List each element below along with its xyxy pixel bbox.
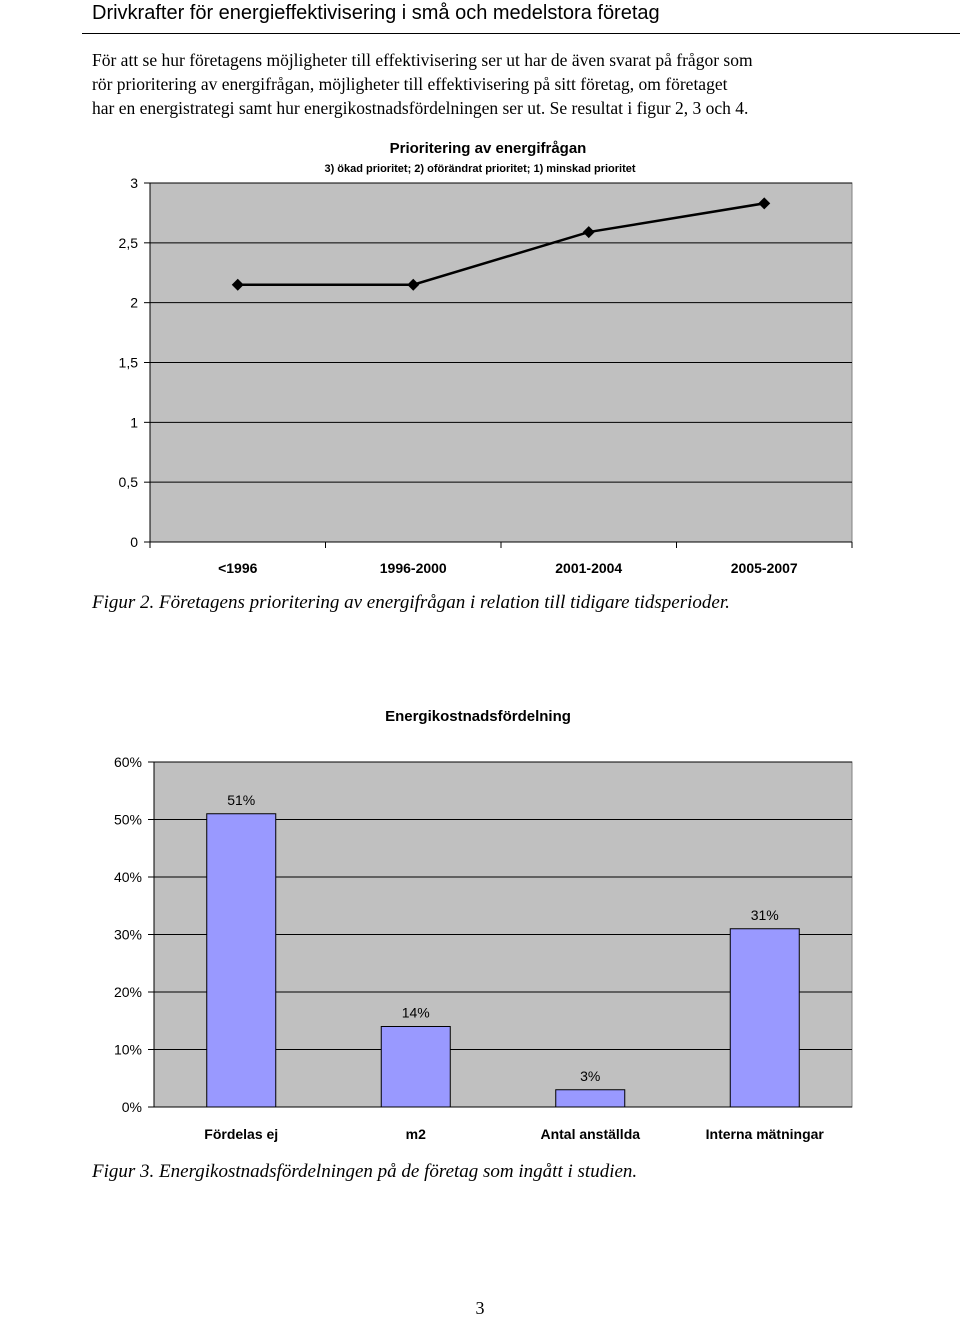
figure-3-caption: Figur 3. Energikostnadsfördelningen på d…	[92, 1161, 638, 1182]
bar	[206, 813, 277, 1108]
figure-2-caption: Figur 2. Företagens prioritering av ener…	[92, 592, 730, 613]
chart-subtitle: 3) ökad prioritet; 2) oförändrat priorit…	[324, 163, 635, 175]
y-tick-label: 50%	[114, 812, 142, 828]
y-tick-label: 2	[130, 295, 138, 311]
y-tick-label: 30%	[114, 927, 142, 943]
y-tick-label: 10%	[114, 1042, 142, 1058]
x-tick-label: 2001-2004	[555, 560, 622, 576]
x-tick-label: 2005-2007	[731, 560, 798, 576]
chart-title: Prioritering av energifrågan	[390, 140, 587, 157]
data-label: 31%	[751, 907, 779, 923]
x-tick-label: m2	[406, 1126, 426, 1142]
y-tick-label: 1	[130, 414, 138, 430]
x-tick-label: Fördelas ej	[204, 1126, 278, 1142]
data-point	[582, 226, 595, 239]
header-rule	[82, 33, 960, 34]
y-tick-label: 40%	[114, 869, 142, 885]
chart-title: Energikostnadsfördelning	[385, 708, 571, 725]
plot-area: 0 0,5 1 1,5 2 2,5 3 <1996 1996-2000 2001-2004 2005…	[119, 175, 853, 576]
bar	[380, 1026, 451, 1108]
intro-line: rör prioritering av energifrågan, möjlig…	[92, 74, 728, 94]
y-tick-label: 0,5	[119, 474, 139, 490]
y-tick-label: 3	[130, 175, 138, 191]
data-point	[758, 197, 771, 210]
y-tick-label: 60%	[114, 754, 142, 770]
x-tick-label: <1996	[218, 560, 258, 576]
data-label: 51%	[227, 792, 255, 808]
y-tick-label: 20%	[114, 984, 142, 1000]
data-point	[231, 278, 244, 291]
page-number: 3	[475, 1298, 485, 1318]
y-tick-label: 0%	[122, 1099, 142, 1115]
x-tick-label: 1996-2000	[380, 560, 447, 576]
running-header: Drivkrafter för energieffektivisering i …	[92, 2, 660, 24]
figure-2-line-chart: Prioritering av energifrågan 3) ökad pri…	[119, 140, 853, 576]
y-tick-label: 0	[130, 534, 138, 550]
intro-line: För att se hur företagens möjligheter ti…	[92, 50, 753, 70]
intro-paragraph: För att se hur företagens möjligheter ti…	[92, 48, 872, 120]
data-label: 14%	[402, 1005, 430, 1021]
data-point	[407, 278, 420, 291]
x-tick-label: Interna mätningar	[706, 1126, 825, 1142]
y-tick-label: 1,5	[119, 355, 139, 371]
series-line	[237, 202, 765, 286]
bar	[555, 1089, 626, 1108]
y-tick-label: 2,5	[119, 235, 139, 251]
intro-line: har en energistrategi samt hur energikos…	[92, 98, 749, 118]
plot-area: 0% 10% 20% 30% 40% 50% 60% 51% Fördelas ej 14% m2 3…	[114, 754, 853, 1142]
data-label: 3%	[580, 1068, 600, 1084]
bar	[729, 928, 800, 1108]
figure-3-bar-chart: Energikostnadsfördelning 0% 10% 20% 30% 40% 5…	[114, 708, 853, 1142]
x-tick-label: Antal anställda	[540, 1126, 640, 1142]
